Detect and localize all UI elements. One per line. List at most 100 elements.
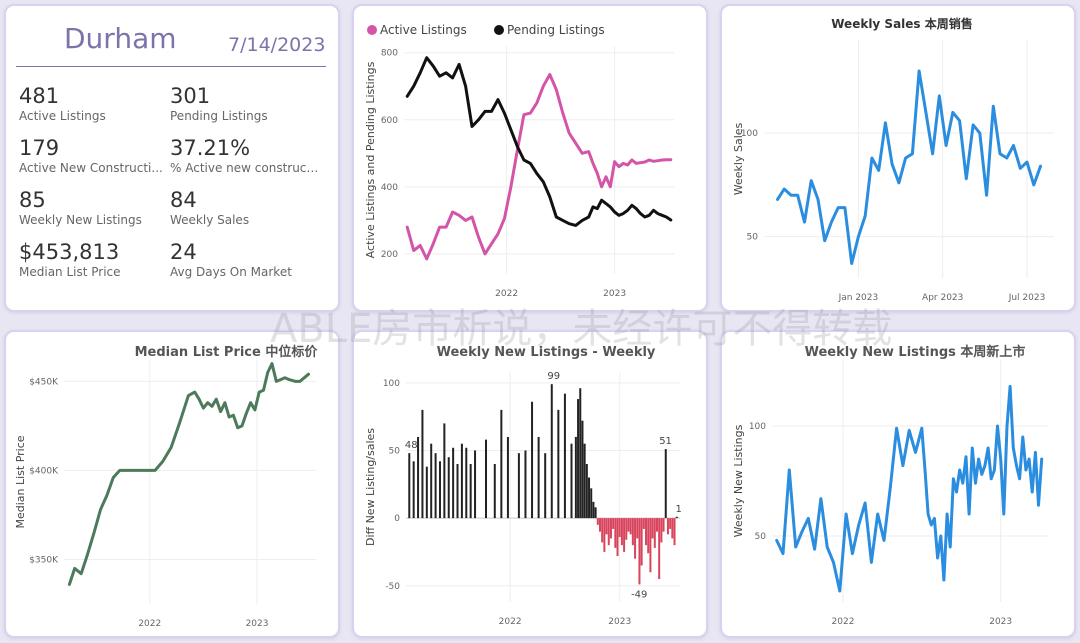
y-tick-label: $350K xyxy=(29,555,59,565)
bar xyxy=(493,464,496,519)
y-axis-title: Weekly Sales xyxy=(732,122,745,195)
chart-title: Weekly New Listings - Weekly xyxy=(437,345,656,360)
bar xyxy=(574,436,577,519)
y-tick-label: 0 xyxy=(394,514,400,524)
bar xyxy=(631,518,634,546)
bar xyxy=(623,518,626,552)
bar xyxy=(603,518,606,552)
bar xyxy=(544,453,547,519)
y-axis-title: Median List Price xyxy=(14,435,27,528)
title-divider xyxy=(16,66,326,67)
bar xyxy=(675,516,678,519)
bar xyxy=(634,518,637,559)
bar xyxy=(583,443,586,519)
legend-marker xyxy=(494,25,504,35)
bar xyxy=(673,518,676,546)
kpi-active-new-construction: 179 Active New Constructi... xyxy=(19,136,179,177)
bar xyxy=(609,518,612,539)
bar xyxy=(506,436,509,519)
bar xyxy=(500,409,503,519)
series-line-pending-listings xyxy=(405,56,673,227)
bar xyxy=(474,450,477,519)
kpi-label: % Active new constructions xyxy=(170,161,320,175)
kpi-label: Pending Listings xyxy=(170,109,268,123)
bar xyxy=(592,501,595,519)
y-axis-title: Weekly New Listings xyxy=(732,424,745,537)
bar xyxy=(614,518,617,548)
active-pending-chart-card: 200 400 600 800 2022 2023 Active Listings and … xyxy=(352,4,708,312)
bar xyxy=(669,518,672,529)
diff-new-listings-chart: -50 0 50 100 2022 2023 Diff New Listing/sales W… xyxy=(364,345,682,627)
bar xyxy=(460,443,463,519)
median-list-price-chart-card: $350K $400K $450K 2022 2023 Median List Price… xyxy=(4,330,340,638)
bar xyxy=(605,518,608,535)
bar xyxy=(438,461,441,519)
bar xyxy=(412,461,415,519)
bar xyxy=(598,518,601,532)
kpi-label: Median List Price xyxy=(19,265,121,279)
bar xyxy=(537,436,540,519)
kpi-weekly-new-listings: 85 Weekly New Listings xyxy=(19,188,179,229)
y-tick-label: 800 xyxy=(381,49,398,59)
bar xyxy=(581,420,584,519)
data-label: -49 xyxy=(631,589,647,600)
bar xyxy=(607,518,610,546)
kpi-pending-listings: 301 Pending Listings xyxy=(170,84,330,125)
bar xyxy=(664,449,667,519)
weekly-sales-chart-card: 50 100 Jan 2023 Apr 2023 Jul 2023 Weekly Sale… xyxy=(720,4,1076,312)
report-date: 7/14/2023 xyxy=(228,34,326,56)
x-tick-label: 2022 xyxy=(138,619,161,629)
y-tick-label: 50 xyxy=(755,532,767,542)
chart-title: Weekly Sales 本周销售 xyxy=(831,16,973,31)
bar xyxy=(577,399,580,519)
bar xyxy=(524,450,527,519)
bar xyxy=(625,518,628,540)
bar xyxy=(585,464,588,519)
bar xyxy=(594,507,597,519)
kpi-value: 179 xyxy=(19,136,60,160)
x-tick-label: Apr 2023 xyxy=(922,293,963,303)
x-tick-label: Jan 2023 xyxy=(838,293,879,303)
y-axis-title: Diff New Listing/sales xyxy=(364,428,377,546)
series-line-0 xyxy=(775,384,1044,593)
weekly-sales-chart: 50 100 Jan 2023 Apr 2023 Jul 2023 Weekly Sale… xyxy=(732,16,1054,303)
bar xyxy=(636,518,639,539)
city-title: Durham xyxy=(64,22,177,55)
y-tick-label: 100 xyxy=(749,422,766,432)
series-line-0 xyxy=(776,69,1042,265)
bar xyxy=(620,518,623,546)
bar xyxy=(612,518,615,529)
bar xyxy=(666,518,669,535)
bar xyxy=(430,443,433,519)
bar xyxy=(570,443,573,519)
bar xyxy=(653,518,656,548)
bar xyxy=(640,518,643,566)
bar xyxy=(638,518,641,585)
bar xyxy=(485,439,488,519)
data-label: 99 xyxy=(547,371,560,382)
y-tick-label: -50 xyxy=(385,582,400,592)
y-tick-label: 600 xyxy=(381,116,398,126)
bar xyxy=(550,384,553,519)
kpi-value: 84 xyxy=(170,188,197,212)
kpi-value: 301 xyxy=(170,84,211,108)
kpi-weekly-sales: 84 Weekly Sales xyxy=(170,188,330,229)
bar xyxy=(588,477,591,519)
legend-marker xyxy=(367,25,377,35)
bar xyxy=(662,518,665,532)
bar xyxy=(465,447,468,519)
y-tick-label: 100 xyxy=(383,379,400,389)
bar xyxy=(658,518,661,579)
kpi-card: Durham 7/14/2023 481 Active Listings 301… xyxy=(4,4,340,312)
y-tick-label: 400 xyxy=(381,183,398,193)
bar xyxy=(627,518,630,532)
x-tick-label: Jul 2023 xyxy=(1008,293,1046,303)
data-label: 48 xyxy=(405,440,418,451)
bar xyxy=(563,393,566,519)
kpi-value: 85 xyxy=(19,188,46,212)
x-tick-label: 2023 xyxy=(246,619,269,629)
active-pending-chart: 200 400 600 800 2022 2023 Active Listings and … xyxy=(364,23,674,299)
x-tick-label: 2022 xyxy=(495,289,518,299)
series-line-active-listings xyxy=(405,73,673,261)
bar xyxy=(596,518,599,525)
